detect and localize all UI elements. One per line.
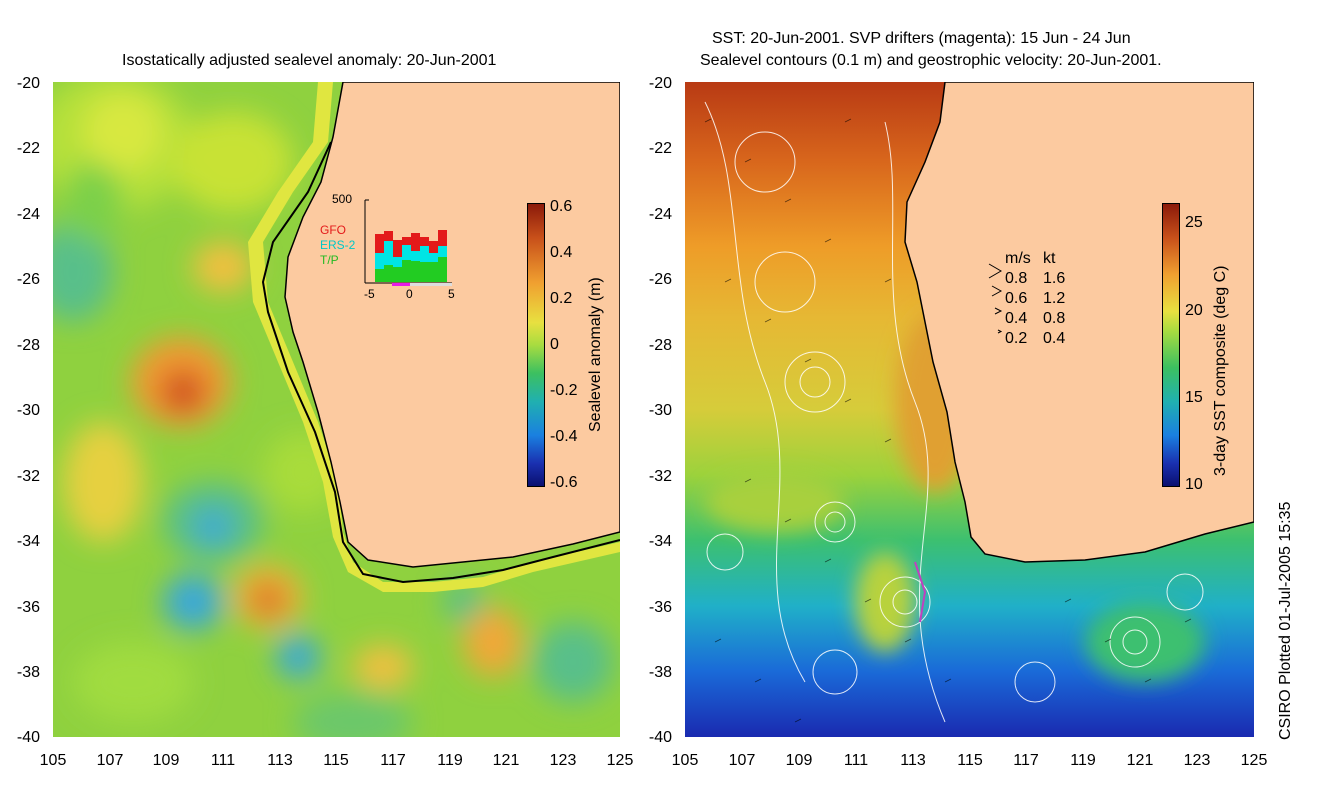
left-y-tick: -24 <box>16 206 40 223</box>
sealevel-colorbar-label: Sealevel anomaly (m) <box>587 277 604 432</box>
right-y-tick: -30 <box>648 402 672 419</box>
right-y-tick: -28 <box>648 337 672 354</box>
right-x-tick: 123 <box>1183 752 1211 769</box>
left-x-tick: 109 <box>152 752 180 769</box>
left-y-tick: -32 <box>16 468 40 485</box>
velocity-legend-ms: 0.8 <box>1005 270 1028 287</box>
velocity-legend-header-ms: m/s <box>1005 250 1031 267</box>
velocity-arrow-icons <box>988 263 1003 334</box>
inset-legend-tp: T/P <box>320 253 339 267</box>
sst-colorbar-tick: 10 <box>1185 476 1203 493</box>
velocity-legend-header-kt: kt <box>1043 250 1056 267</box>
sst-colorbar <box>1162 203 1180 487</box>
sst-colorbar-tick: 25 <box>1185 214 1203 231</box>
sealevel-colorbar <box>527 203 545 487</box>
left-x-tick: 125 <box>606 752 634 769</box>
satellite-count-inset: 500 GFO ERS-2 T/P -5 0 5 <box>320 185 460 305</box>
velocity-legend: m/s kt 0.8 1.6 0.6 1.2 0.4 0.8 0.2 0.4 <box>985 250 1085 350</box>
velocity-legend-kt: 1.2 <box>1043 290 1066 307</box>
left-y-tick: -30 <box>16 402 40 419</box>
velocity-legend-kt: 1.6 <box>1043 270 1066 287</box>
left-x-tick: 119 <box>437 752 463 769</box>
sealevel-colorbar-tick: 0.6 <box>550 198 573 215</box>
inset-x-tick: 5 <box>448 287 455 301</box>
left-x-tick: 105 <box>39 752 67 769</box>
right-x-tick: 107 <box>728 752 756 769</box>
right-y-tick: -24 <box>648 206 672 223</box>
velocity-legend-kt: 0.8 <box>1043 310 1066 327</box>
right-x-tick: 125 <box>1240 752 1268 769</box>
left-x-tick: 113 <box>267 752 293 769</box>
left-y-tick: -26 <box>16 271 40 288</box>
left-y-tick: -38 <box>16 664 40 681</box>
right-x-tick: 117 <box>1013 752 1039 769</box>
velocity-legend-kt: 0.4 <box>1043 330 1066 347</box>
sst-colorbar-label: 3-day SST composite (deg C) <box>1212 265 1229 476</box>
left-y-tick: -20 <box>16 75 40 92</box>
left-x-tick: 117 <box>380 752 406 769</box>
sealevel-colorbar-tick: 0 <box>550 336 559 353</box>
left-panel-title: Isostatically adjusted sealevel anomaly:… <box>122 52 497 69</box>
left-y-tick: -36 <box>16 599 40 616</box>
right-y-tick: -40 <box>648 729 672 746</box>
inset-x-tick: 0 <box>406 287 413 301</box>
inset-y-max: 500 <box>332 192 353 206</box>
sealevel-colorbar-tick: -0.4 <box>550 428 578 445</box>
right-x-tick: 105 <box>671 752 699 769</box>
right-y-tick: -38 <box>648 664 672 681</box>
satellite-count-chart <box>364 199 452 286</box>
plot-credit: CSIRO Plotted 01-Jul-2005 15:35 <box>1277 501 1294 740</box>
left-x-tick: 121 <box>492 752 520 769</box>
right-panel-title-line1: SST: 20-Jun-2001. SVP drifters (magenta)… <box>712 30 1131 47</box>
left-y-tick: -40 <box>16 729 40 746</box>
sst-colorbar-tick: 15 <box>1185 389 1203 406</box>
sealevel-colorbar-tick: -0.6 <box>550 474 578 491</box>
left-x-tick: 123 <box>549 752 577 769</box>
sealevel-colorbar-tick: -0.2 <box>550 382 578 399</box>
left-y-tick: -34 <box>16 533 40 550</box>
right-y-tick: -26 <box>648 271 672 288</box>
right-y-tick: -22 <box>648 140 672 157</box>
inset-x-tick: -5 <box>364 287 375 301</box>
left-x-tick: 107 <box>96 752 124 769</box>
sealevel-colorbar-tick: 0.4 <box>550 244 573 261</box>
right-panel-title-line2: Sealevel contours (0.1 m) and geostrophi… <box>700 52 1162 69</box>
right-x-tick: 121 <box>1126 752 1154 769</box>
right-x-tick: 113 <box>900 752 926 769</box>
sst-colorbar-tick: 20 <box>1185 302 1203 319</box>
right-y-tick: -32 <box>648 468 672 485</box>
right-y-tick: -20 <box>648 75 672 92</box>
left-y-tick: -22 <box>16 140 40 157</box>
right-x-tick: 111 <box>843 752 869 769</box>
velocity-legend-ms: 0.2 <box>1005 330 1028 347</box>
right-y-tick: -34 <box>648 533 672 550</box>
sealevel-colorbar-tick: 0.2 <box>550 290 573 307</box>
right-x-tick: 109 <box>785 752 813 769</box>
right-y-tick: -36 <box>648 599 672 616</box>
left-y-tick: -28 <box>16 337 40 354</box>
left-x-tick: 115 <box>323 752 349 769</box>
inset-legend-gfo: GFO <box>320 223 346 237</box>
velocity-legend-ms: 0.4 <box>1005 310 1028 327</box>
right-x-tick: 115 <box>957 752 983 769</box>
right-x-tick: 119 <box>1070 752 1096 769</box>
velocity-legend-ms: 0.6 <box>1005 290 1028 307</box>
inset-legend-ers2: ERS-2 <box>320 238 356 252</box>
left-x-tick: 111 <box>210 752 236 769</box>
